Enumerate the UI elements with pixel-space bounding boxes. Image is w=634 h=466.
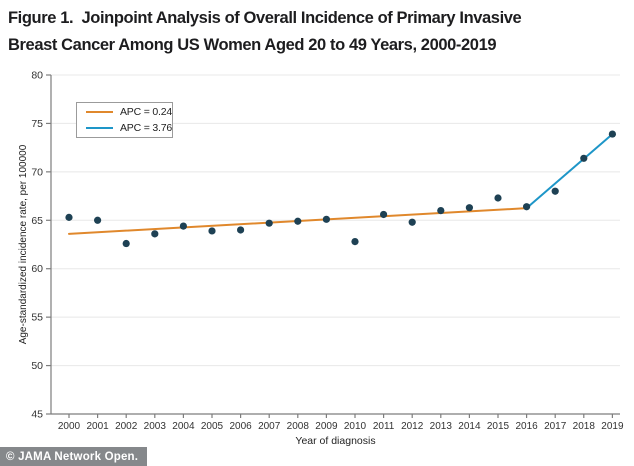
figure-title-line1: Figure 1. Joinpoint Analysis of Overall … bbox=[8, 9, 522, 27]
svg-text:Year of diagnosis: Year of diagnosis bbox=[295, 435, 375, 447]
legend-label: APC = 3.76 bbox=[120, 122, 172, 134]
svg-text:2006: 2006 bbox=[229, 421, 252, 432]
svg-text:2016: 2016 bbox=[515, 421, 538, 432]
svg-text:60: 60 bbox=[31, 263, 43, 275]
svg-text:2018: 2018 bbox=[573, 421, 596, 432]
svg-text:65: 65 bbox=[31, 215, 43, 227]
svg-text:2015: 2015 bbox=[487, 421, 510, 432]
chart-legend: APC = 0.24 APC = 3.76 bbox=[76, 102, 173, 138]
svg-text:2014: 2014 bbox=[458, 421, 481, 432]
svg-text:2008: 2008 bbox=[287, 421, 310, 432]
svg-text:2005: 2005 bbox=[201, 421, 224, 432]
svg-text:2010: 2010 bbox=[344, 421, 367, 432]
figure-title: Figure 1. Joinpoint Analysis of Overall … bbox=[8, 5, 618, 59]
svg-text:2017: 2017 bbox=[544, 421, 567, 432]
legend-entry-apc-024: APC = 0.24 bbox=[86, 106, 172, 118]
svg-text:2011: 2011 bbox=[373, 421, 395, 432]
svg-text:2019: 2019 bbox=[601, 421, 624, 432]
svg-text:2000: 2000 bbox=[58, 421, 81, 432]
svg-text:Age-standardized incidence rat: Age-standardized incidence rate, per 100… bbox=[18, 144, 29, 344]
svg-text:45: 45 bbox=[31, 409, 43, 421]
svg-text:2013: 2013 bbox=[430, 421, 453, 432]
svg-text:2012: 2012 bbox=[401, 421, 424, 432]
svg-text:2007: 2007 bbox=[258, 421, 281, 432]
svg-text:2001: 2001 bbox=[86, 421, 109, 432]
svg-text:75: 75 bbox=[31, 118, 43, 130]
figure-title-line2: Breast Cancer Among US Women Aged 20 to … bbox=[8, 36, 497, 54]
legend-label: APC = 0.24 bbox=[120, 106, 172, 118]
svg-text:50: 50 bbox=[31, 360, 43, 372]
svg-text:2003: 2003 bbox=[144, 421, 167, 432]
svg-text:2004: 2004 bbox=[172, 421, 195, 432]
svg-text:80: 80 bbox=[31, 70, 43, 82]
svg-text:55: 55 bbox=[31, 312, 43, 324]
credit-text: © JAMA Network Open. bbox=[6, 450, 139, 463]
svg-text:70: 70 bbox=[31, 166, 43, 178]
orange-line-swatch bbox=[86, 111, 113, 113]
svg-text:2002: 2002 bbox=[115, 421, 138, 432]
legend-entry-apc-376: APC = 3.76 bbox=[86, 122, 172, 134]
svg-text:2009: 2009 bbox=[315, 421, 338, 432]
blue-line-swatch bbox=[86, 127, 113, 129]
credit-banner: © JAMA Network Open. bbox=[0, 447, 148, 466]
